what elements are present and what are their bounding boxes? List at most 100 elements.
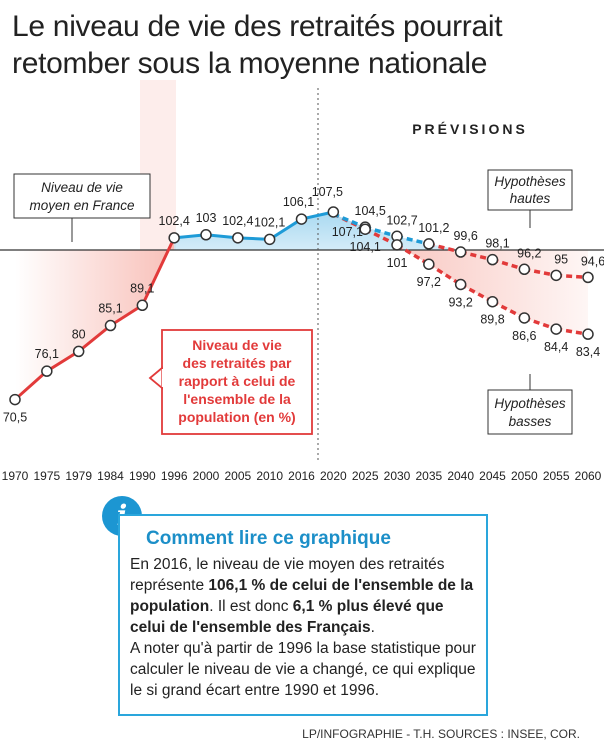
national-average-line2: moyen en France bbox=[29, 198, 134, 213]
x-tick-2020: 2020 bbox=[320, 469, 347, 483]
surplus-area bbox=[174, 211, 461, 250]
projection-deficit-area bbox=[397, 244, 588, 335]
retirees-line-5: population (en %) bbox=[178, 409, 295, 425]
data-point-2016 bbox=[295, 213, 308, 225]
national-average-line1: Niveau de vie bbox=[41, 180, 123, 195]
data-label-2020-peak: 107,5 bbox=[312, 185, 343, 199]
data-label-low-2055: 84,4 bbox=[544, 340, 568, 354]
data-label-1990: 89,1 bbox=[130, 281, 154, 295]
data-point-1990 bbox=[136, 299, 149, 312]
info-panel: Comment lire ce graphique En 2016, le ni… bbox=[118, 514, 488, 716]
x-tick-2000: 2000 bbox=[193, 469, 220, 483]
history-line-low bbox=[14, 237, 176, 401]
data-label-2005: 102,4 bbox=[222, 214, 253, 228]
x-tick-2035: 2035 bbox=[415, 469, 442, 483]
data-label-1970: 70,5 bbox=[3, 411, 27, 425]
x-tick-2010: 2010 bbox=[256, 469, 283, 483]
data-point-low-2025 bbox=[359, 223, 371, 235]
data-label-high-2055: 95 bbox=[554, 252, 568, 266]
data-label-high-2060: 94,6 bbox=[581, 254, 604, 268]
low-hypothesis-box bbox=[487, 389, 573, 435]
chart-title: Le niveau de vie des retraités pourrait … bbox=[12, 10, 503, 80]
data-point-2000 bbox=[200, 229, 212, 241]
retirees-line-3: rapport à celui de bbox=[179, 373, 296, 389]
info-text-bold: 106,1 % de celui de l'ensemble de la pop… bbox=[130, 577, 474, 615]
data-point-1984 bbox=[104, 319, 117, 332]
data-point-2005 bbox=[232, 232, 244, 244]
info-text-part: . Il est donc bbox=[209, 598, 293, 615]
data-label-1996: 102,4 bbox=[159, 214, 190, 228]
data-point-low-2045 bbox=[486, 295, 499, 308]
low-hypothesis-line1: Hypothèses bbox=[494, 396, 566, 411]
data-point-high-2060 bbox=[582, 271, 594, 284]
data-point-2010 bbox=[263, 233, 276, 246]
x-tick-2055: 2055 bbox=[543, 469, 570, 483]
data-point-1970 bbox=[9, 393, 21, 406]
x-tick-1984: 1984 bbox=[97, 469, 124, 483]
x-tick-2005: 2005 bbox=[224, 469, 251, 483]
high-hypothesis-box bbox=[487, 169, 573, 211]
data-label-low-2030: 101 bbox=[387, 256, 408, 270]
data-label-1984: 85,1 bbox=[98, 302, 122, 316]
x-tick-2040: 2040 bbox=[447, 469, 474, 483]
x-tick-2060: 2060 bbox=[575, 469, 602, 483]
x-tick-1990: 1990 bbox=[129, 469, 156, 483]
x-tick-2050: 2050 bbox=[511, 469, 538, 483]
x-tick-1996: 1996 bbox=[161, 469, 188, 483]
data-point-low-2050 bbox=[518, 312, 531, 324]
data-point-2020 bbox=[327, 206, 340, 218]
data-point-1996 bbox=[168, 232, 180, 244]
retirees-box-pointer bbox=[148, 366, 163, 390]
info-heading: Comment lire ce graphique bbox=[146, 528, 391, 549]
previsions-label: PRÉVISIONS bbox=[412, 121, 528, 137]
data-label-low-2040: 93,2 bbox=[448, 295, 472, 309]
data-point-low-2055 bbox=[550, 323, 562, 335]
x-tick-2030: 2030 bbox=[384, 469, 411, 483]
data-point-1975 bbox=[41, 365, 53, 377]
data-label-2000: 103 bbox=[196, 211, 217, 225]
data-point-high-2035 bbox=[423, 238, 435, 250]
data-label-2016: 106,1 bbox=[283, 195, 314, 209]
low-hypothesis-line2: basses bbox=[509, 414, 552, 429]
x-tick-2045: 2045 bbox=[479, 469, 506, 483]
data-point-high-2040 bbox=[454, 246, 467, 258]
info-text-part: . bbox=[370, 619, 375, 636]
data-point-high-2050 bbox=[518, 263, 531, 276]
info-text-note: A noter qu'à partir de 1996 la base stat… bbox=[130, 640, 476, 699]
info-text-bold: 6,1 % plus élevé que celui de l'ensemble… bbox=[130, 598, 444, 636]
data-point-high-2045 bbox=[486, 253, 499, 266]
data-point-high-2055 bbox=[550, 269, 562, 282]
data-label-high-2040: 99,6 bbox=[453, 229, 477, 243]
data-label-high-2045: 98,1 bbox=[485, 237, 509, 251]
x-tick-2016: 2016 bbox=[288, 469, 315, 483]
retirees-line-4: l'ensemble de la bbox=[183, 391, 291, 407]
high-hypothesis-line1: Hypothèses bbox=[494, 174, 566, 189]
data-label-high-2035: 101,2 bbox=[418, 221, 449, 235]
x-tick-1979: 1979 bbox=[65, 469, 92, 483]
retirees-line-1: Niveau de vie bbox=[192, 337, 282, 353]
x-tick-1975: 1975 bbox=[33, 469, 60, 483]
data-point-low-2040 bbox=[454, 278, 467, 291]
data-point-1979 bbox=[72, 345, 85, 358]
data-label-1979: 80 bbox=[72, 327, 86, 341]
data-label-low-2045: 89,8 bbox=[480, 313, 504, 327]
source-credit: LP/INFOGRAPHIE - T.H. SOURCES : INSEE, C… bbox=[302, 727, 580, 741]
national-average-box bbox=[13, 173, 151, 219]
data-label-high-2030: 102,7 bbox=[386, 213, 417, 227]
data-label-low-2035: 97,2 bbox=[417, 275, 441, 289]
retirees-box bbox=[161, 329, 313, 435]
x-tick-1970: 1970 bbox=[2, 469, 29, 483]
data-label-low-2060: 83,4 bbox=[576, 345, 600, 359]
data-label-2010: 102,1 bbox=[254, 215, 285, 229]
data-label-1975: 76,1 bbox=[35, 347, 59, 361]
shade-band bbox=[140, 80, 176, 250]
data-label-low-2050: 86,6 bbox=[512, 329, 536, 343]
data-label-2020-proj: 107,1 bbox=[332, 225, 363, 239]
info-text-part: En 2016, le niveau de vie moyen des retr… bbox=[130, 556, 445, 594]
data-point-low-2060 bbox=[582, 328, 594, 340]
data-point-low-2035 bbox=[423, 258, 435, 270]
deficit-area bbox=[15, 237, 175, 400]
data-point-low-2030 bbox=[391, 239, 403, 251]
x-tick-2025: 2025 bbox=[352, 469, 379, 483]
